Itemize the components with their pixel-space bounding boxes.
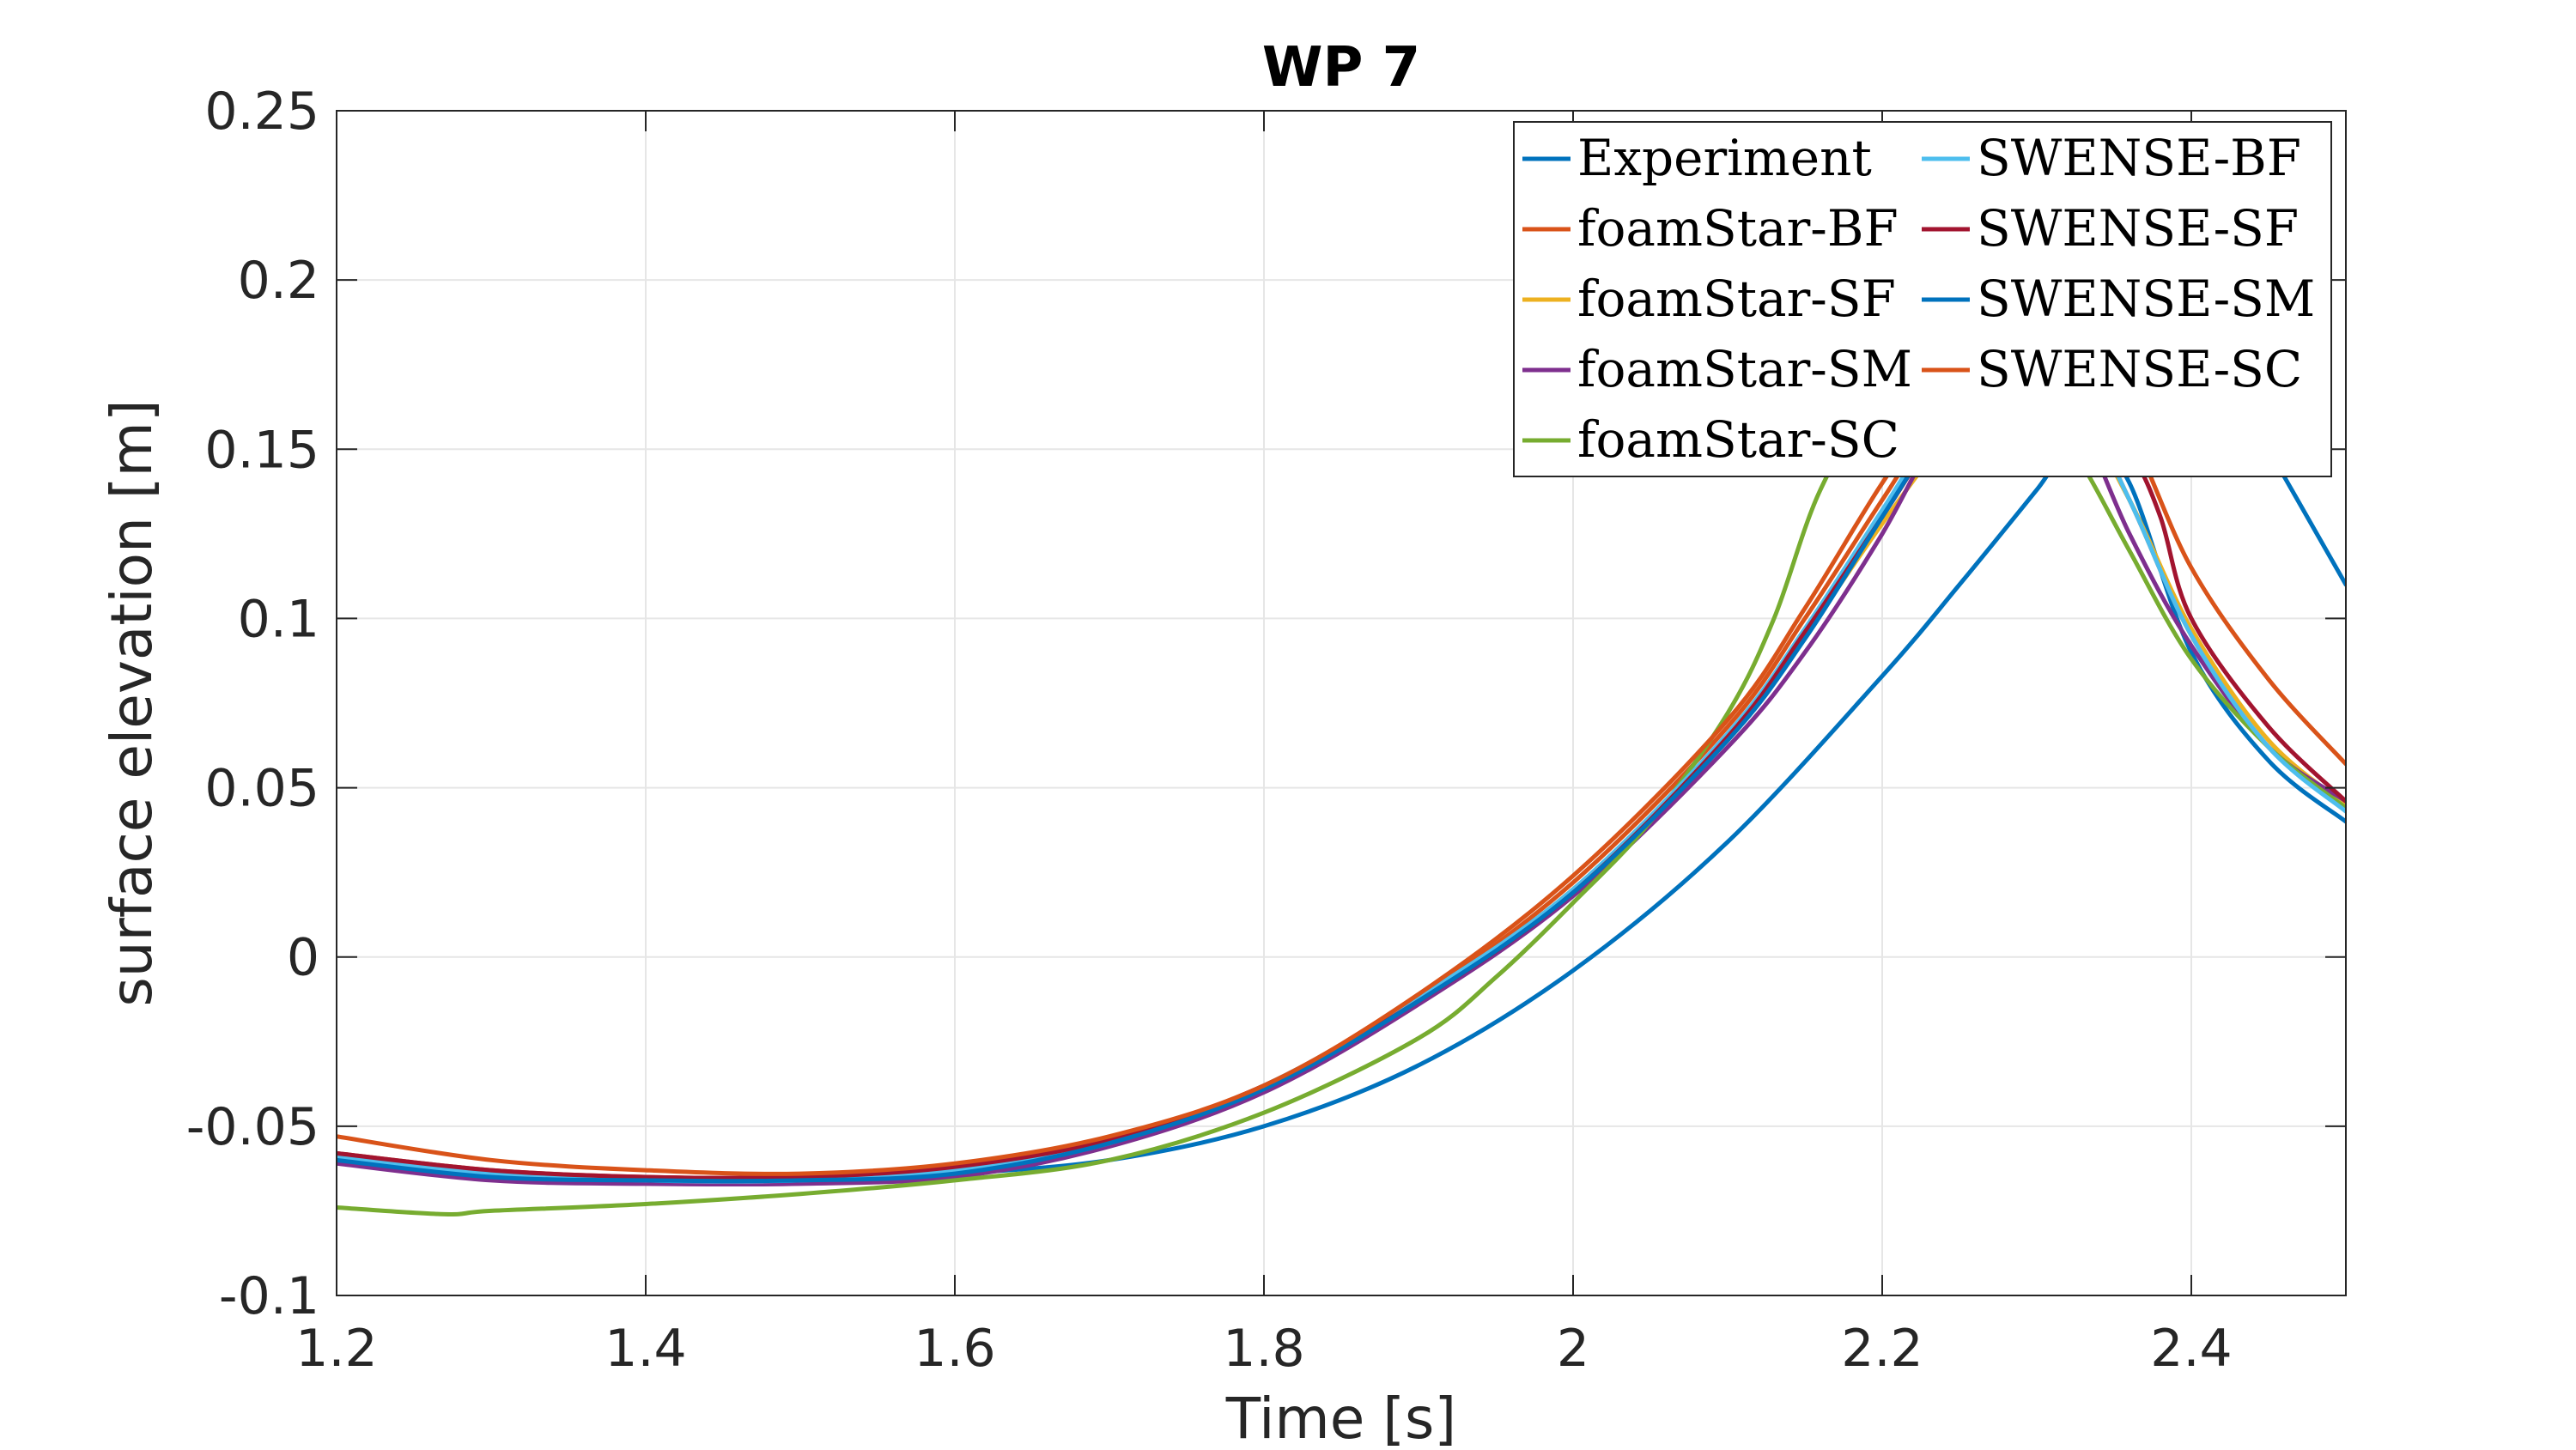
y-tick-label: 0 [287,928,319,988]
x-tick-label: 1.2 [295,1319,377,1379]
x-tick-label: 2.2 [1841,1319,1923,1379]
x-tick-label: 1.6 [914,1319,995,1379]
x-tick-label: 1.4 [605,1319,686,1379]
y-axis-title: surface elevation [m] [99,399,165,1006]
legend-label: SWENSE-SF [1977,199,2299,258]
legend-label: foamStar-SC [1577,410,1899,469]
axis-ticks: 1.2 1.4 1.6 1.8 2 2.2 2.4 -0.1 -0.05 0 0.05 0.1 0.15… [186,82,2346,1379]
legend-label: SWENSE-SM [1977,270,2315,328]
x-tick-label: 2 [1557,1319,1589,1379]
legend-label: foamStar-SF [1577,270,1896,328]
legend-label: Experiment [1577,129,1872,187]
y-tick-label: 0.1 [238,589,319,649]
x-tick-label: 1.8 [1223,1319,1304,1379]
y-tick-label: 0.15 [204,420,319,480]
y-tick-label: -0.1 [219,1266,319,1326]
legend-label: SWENSE-SC [1977,340,2302,398]
legend-label: foamStar-BF [1577,199,1899,258]
y-tick-label: 0.2 [238,251,319,311]
y-tick-label: 0.05 [204,759,319,819]
x-axis-title: Time [s] [1225,1386,1456,1450]
legend-label: SWENSE-BF [1977,129,2301,187]
y-tick-label: 0.25 [204,82,319,142]
x-tick-label: 2.4 [2150,1319,2232,1379]
chart-title: WP 7 [1262,36,1420,100]
legend: Experiment foamStar-BF foamStar-SF foamStar… [1513,121,2332,477]
plot-frame [336,110,2347,1296]
legend-label: foamStar-SM [1577,340,1912,398]
y-tick-label: -0.05 [186,1097,319,1157]
